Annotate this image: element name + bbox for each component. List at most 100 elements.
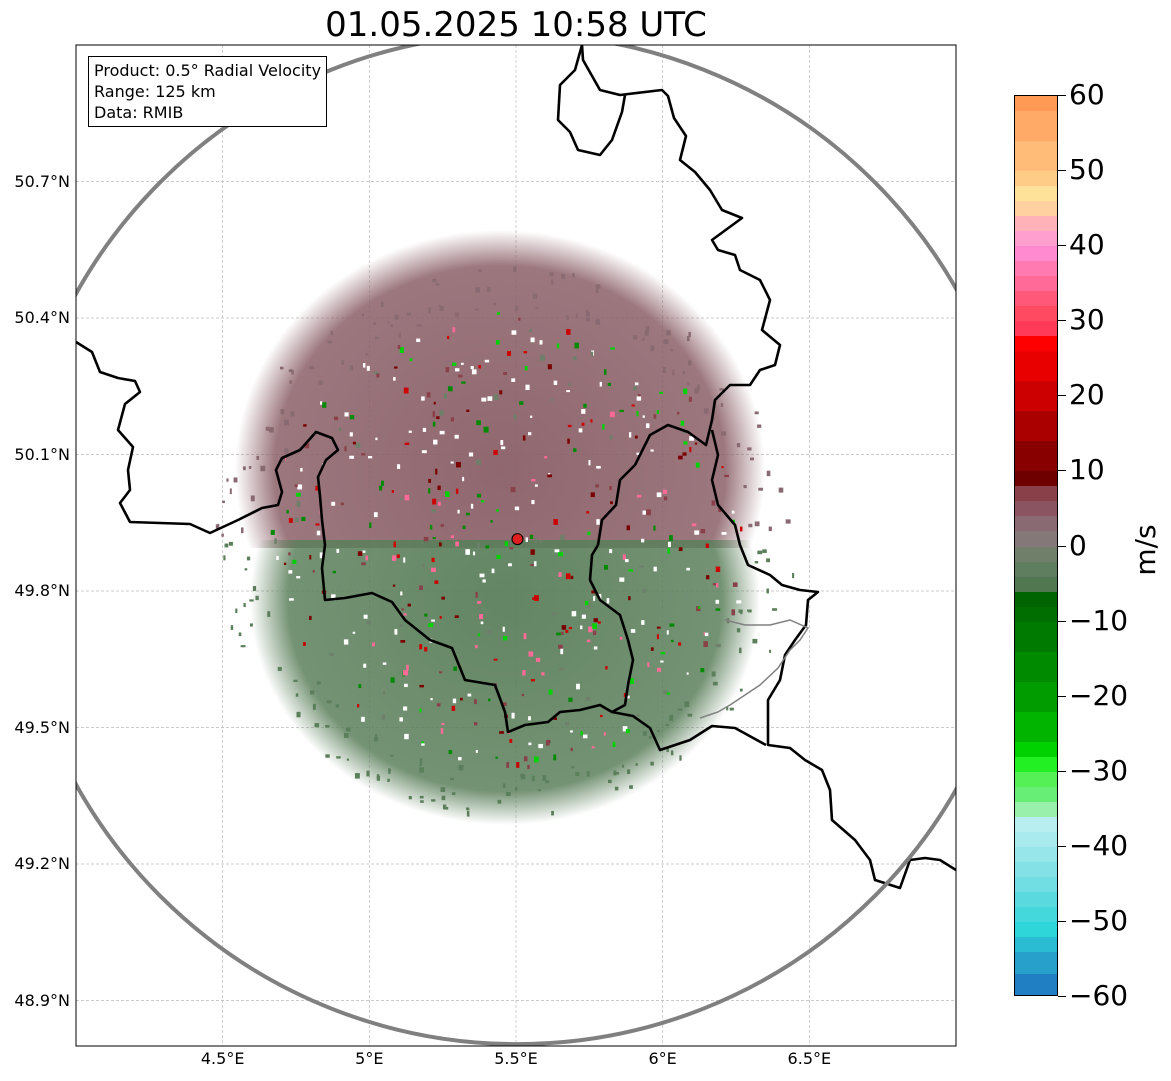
echo-speckle	[404, 442, 410, 445]
echo-speckle	[375, 733, 378, 740]
echo-speckle	[527, 764, 530, 770]
echo-speckle	[634, 435, 638, 439]
map-title: 01.05.2025 10:58 UTC	[325, 5, 707, 45]
echo-speckle	[671, 639, 674, 643]
echo-speckle	[297, 484, 303, 490]
echo-speckle	[346, 727, 351, 732]
echo-speckle	[481, 397, 487, 402]
echo-speckle	[344, 446, 347, 452]
echo-speckle	[428, 307, 431, 314]
echo-speckle	[290, 411, 295, 417]
echo-speckle	[663, 690, 668, 695]
echo-speckle	[421, 743, 425, 746]
echo-speckle	[609, 549, 613, 554]
colorbar-segment	[1015, 471, 1057, 487]
colorbar-tick-mark	[1058, 920, 1066, 922]
echo-speckle	[502, 783, 506, 788]
echo-speckle	[485, 545, 490, 549]
echo-speckle	[721, 431, 727, 436]
echo-speckle	[398, 332, 401, 338]
echo-speckle	[292, 559, 297, 564]
echo-speckle	[362, 363, 366, 368]
echo-speckle	[521, 693, 525, 697]
echo-speckle	[509, 547, 514, 550]
echo-speckle	[445, 491, 450, 498]
echo-speckle	[662, 489, 667, 494]
echo-speckle	[688, 331, 691, 338]
echo-speckle	[539, 340, 543, 345]
echo-speckle	[454, 312, 460, 318]
echo-speckle	[572, 356, 577, 361]
colorbar-segment	[1015, 336, 1057, 352]
colorbar-tick-label: 50	[1069, 153, 1105, 187]
echo-speckle	[624, 559, 629, 563]
echo-speckle	[490, 520, 493, 523]
echo-speckle	[382, 662, 387, 665]
echo-speckle	[441, 596, 445, 600]
echo-speckle	[493, 658, 498, 661]
echo-speckle	[476, 459, 482, 465]
echo-speckle	[291, 370, 294, 375]
echo-speckle	[628, 432, 632, 438]
echo-speckle	[561, 625, 567, 630]
echo-speckle	[363, 663, 367, 668]
echo-speckle	[373, 322, 377, 326]
echo-speckle	[534, 537, 537, 544]
echo-speckle	[642, 510, 647, 515]
echo-speckle	[695, 462, 700, 468]
echo-speckle	[632, 386, 638, 391]
echo-speckle	[243, 466, 246, 471]
echo-speckle	[424, 646, 428, 652]
echo-speckle	[419, 585, 423, 591]
echo-speckle	[393, 541, 397, 548]
echo-speckle	[478, 606, 481, 610]
echo-speckle	[609, 486, 612, 491]
echo-speckle	[525, 384, 530, 390]
echo-speckle	[678, 547, 683, 552]
echo-speckle	[516, 762, 520, 768]
echo-speckle	[433, 439, 438, 445]
echo-speckle	[387, 778, 390, 782]
colorbar-tick-label: 60	[1069, 78, 1105, 111]
colorbar-segment	[1015, 381, 1057, 412]
echo-speckle	[335, 704, 339, 708]
echo-speckle	[222, 500, 225, 504]
echo-speckle	[300, 467, 303, 472]
echo-speckle	[581, 422, 585, 426]
echo-speckle	[632, 335, 637, 340]
colorbar-segment	[1015, 351, 1057, 382]
map-frame	[75, 44, 957, 1047]
echo-speckle	[535, 306, 539, 309]
echo-speckle	[503, 371, 507, 375]
echo-speckle	[642, 415, 645, 418]
echo-speckle	[612, 741, 616, 747]
echo-speckle	[397, 464, 401, 469]
echo-speckle	[581, 409, 586, 414]
echo-speckle	[434, 580, 439, 584]
echo-speckle	[762, 549, 767, 553]
echo-speckle	[650, 449, 654, 452]
echo-speckle	[279, 366, 284, 370]
echo-speckle	[505, 791, 511, 797]
colorbar-tick-label: 20	[1069, 378, 1105, 412]
echo-speckle	[565, 315, 569, 320]
echo-speckle	[666, 747, 669, 753]
echo-speckle	[325, 754, 330, 758]
echo-speckle	[479, 614, 483, 620]
echo-speckle	[424, 613, 428, 617]
echo-speckle	[778, 487, 784, 493]
echo-speckle	[372, 642, 376, 647]
echo-speckle	[678, 455, 683, 460]
colorbar-tick-mark	[1058, 845, 1066, 847]
echo-speckle	[689, 436, 695, 441]
echo-speckle	[388, 768, 391, 774]
echo-speckle	[732, 519, 735, 523]
echo-speckle	[309, 615, 312, 620]
echo-speckle	[638, 394, 641, 397]
echo-speckle	[599, 381, 602, 387]
echo-speckle	[428, 488, 431, 494]
echo-speckle	[644, 329, 649, 336]
echo-speckle	[256, 455, 260, 460]
echo-speckle	[499, 731, 504, 734]
colorbar-tick-label: −40	[1069, 828, 1129, 862]
